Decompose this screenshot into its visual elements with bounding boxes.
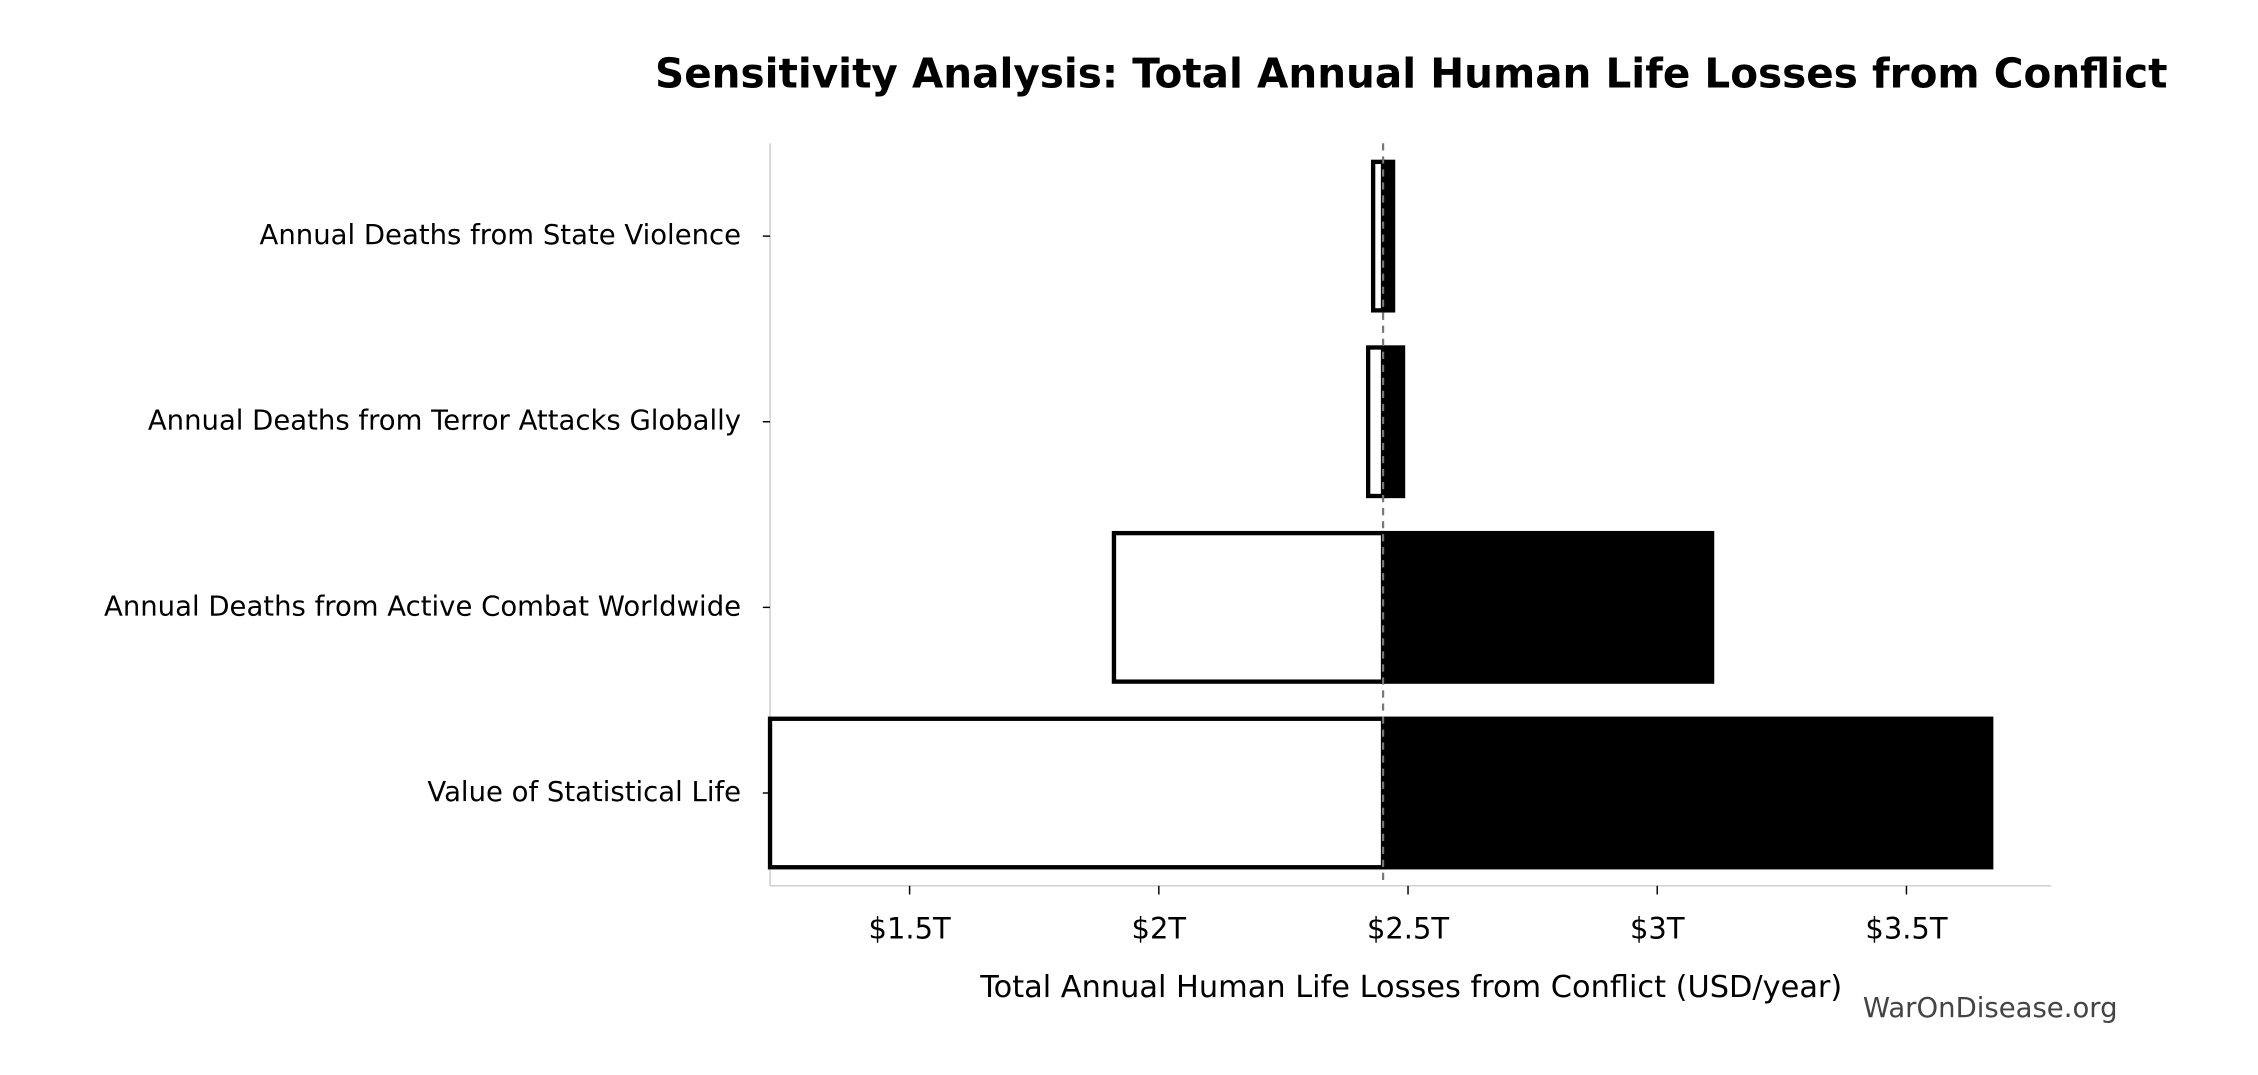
x-tick-label: $2.5T — [1367, 912, 1449, 946]
x-tick-label: $3T — [1630, 912, 1685, 946]
high-bar — [1380, 530, 1715, 684]
x-axis-label: Total Annual Human Life Losses from Conf… — [979, 970, 1842, 1005]
y-tick-label: Value of Statistical Life — [427, 776, 741, 808]
x-tick-label: $2T — [1132, 912, 1187, 946]
low-bar — [1365, 345, 1386, 499]
watermark: WarOnDisease.org — [1863, 992, 2118, 1024]
y-tick-label: Annual Deaths from Active Combat Worldwi… — [104, 590, 741, 622]
y-tick-label: Annual Deaths from Terror Attacks Global… — [148, 405, 741, 437]
high-bar — [1380, 345, 1406, 499]
chart-title: Sensitivity Analysis: Total Annual Human… — [655, 50, 2167, 98]
x-tick-label: $1.5T — [869, 912, 951, 946]
x-tick-label: $3.5T — [1865, 912, 1947, 946]
high-bar — [1380, 159, 1396, 313]
low-bar — [767, 716, 1386, 870]
low-bar — [1111, 530, 1386, 684]
y-tick-label: Annual Deaths from State Violence — [260, 219, 742, 251]
high-bar — [1380, 716, 1994, 870]
